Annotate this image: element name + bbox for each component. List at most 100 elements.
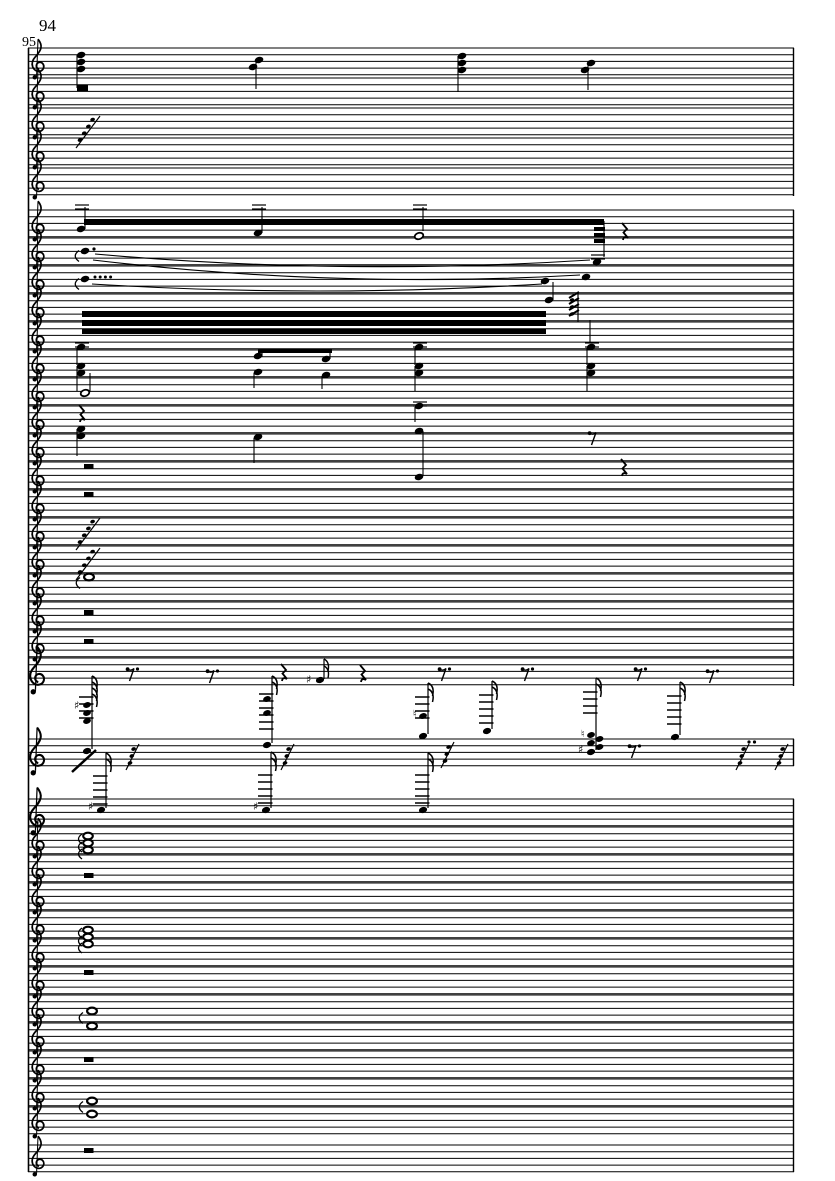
el-beam	[84, 219, 604, 225]
el-stack	[415, 752, 434, 814]
svg-text:♯: ♯	[578, 743, 583, 756]
el-note	[76, 343, 86, 365]
el-wrest	[84, 610, 94, 615]
staff	[28, 966, 794, 995]
el-beam	[82, 311, 546, 317]
el-qrest	[621, 222, 629, 241]
el-wrest	[84, 492, 94, 497]
treble-clef-icon	[31, 1097, 45, 1140]
el-stack	[259, 675, 278, 749]
el-beam	[594, 227, 605, 231]
el-qrest	[359, 664, 367, 683]
el-note	[253, 229, 263, 237]
staff	[28, 517, 794, 546]
el-half	[413, 231, 425, 241]
el-ledger2	[75, 204, 89, 210]
staff	[28, 826, 794, 855]
staff	[28, 107, 794, 136]
el-wchord	[77, 925, 94, 954]
staff	[28, 910, 794, 939]
staff	[28, 994, 794, 1023]
el-qrest	[78, 404, 86, 423]
staff	[28, 237, 794, 266]
el-note	[592, 258, 602, 266]
treble-clef-icon	[28, 726, 46, 777]
staff	[28, 47, 794, 76]
el-note	[544, 296, 554, 304]
staff	[28, 461, 794, 490]
treble-clef-icon	[31, 1135, 45, 1178]
staff	[28, 433, 794, 462]
el-slur	[91, 283, 543, 292]
el-stack	[479, 680, 498, 735]
staff	[28, 573, 794, 602]
el-beam	[594, 233, 605, 237]
el-dotrow	[93, 275, 113, 279]
el-whole	[85, 1006, 98, 1016]
treble-clef-icon	[28, 645, 46, 696]
el-whole	[85, 1096, 98, 1106]
el-slur	[92, 259, 581, 281]
el-wchord	[77, 831, 94, 860]
el-erest	[633, 667, 648, 682]
staff	[28, 349, 794, 378]
el-ledger2	[413, 204, 427, 210]
el-note	[253, 433, 263, 463]
el-note	[586, 343, 596, 365]
el-erest	[125, 667, 140, 682]
el-whole	[85, 1109, 98, 1119]
staff	[28, 854, 794, 883]
treble-clef-icon	[31, 620, 45, 663]
el-stack: ♯	[253, 751, 277, 814]
el-wrest	[84, 873, 94, 878]
treble-clef-icon	[28, 786, 46, 837]
el-erest	[520, 667, 535, 682]
el-note	[321, 371, 331, 389]
staff	[28, 938, 794, 967]
svg-text:♯: ♯	[74, 699, 79, 712]
el-chordoff	[580, 59, 596, 90]
staff	[28, 1144, 794, 1173]
el-grace4	[75, 547, 101, 581]
el-slur	[94, 253, 591, 268]
el-whole	[85, 1021, 98, 1031]
staff-lines-layer	[27, 47, 795, 1173]
el-wrest	[84, 1148, 94, 1153]
el-sharp: ♯	[306, 673, 311, 686]
staff	[28, 1078, 794, 1107]
el-stack: ♯	[88, 752, 112, 814]
el-notef	[315, 658, 330, 684]
el-qrest	[280, 663, 288, 682]
svg-text:♮: ♮	[413, 709, 417, 720]
staff	[28, 657, 794, 686]
el-tie	[75, 576, 81, 590]
staff	[28, 798, 794, 827]
el-note	[414, 402, 424, 422]
el-whole	[82, 572, 95, 582]
staff	[28, 882, 794, 911]
el-note	[540, 277, 550, 285]
staff	[28, 1022, 794, 1051]
staff	[28, 629, 794, 658]
staff	[28, 738, 794, 767]
el-note	[253, 368, 263, 388]
el-note	[414, 473, 424, 481]
el-chord	[457, 52, 467, 92]
el-ledger2	[591, 254, 605, 260]
el-wrest	[84, 1057, 94, 1062]
el-chord	[586, 362, 596, 391]
el-grace3	[440, 741, 455, 769]
staff	[28, 1050, 794, 1079]
staff	[28, 1106, 794, 1135]
staff	[28, 77, 794, 106]
el-grace4	[75, 517, 101, 551]
svg-text:♯: ♯	[88, 800, 93, 813]
el-note	[76, 225, 86, 233]
el-stack: ♮	[413, 682, 434, 740]
el-beam	[82, 329, 546, 334]
page-number-left: 95	[22, 35, 36, 50]
el-erest	[627, 744, 642, 759]
el-dot	[92, 247, 96, 251]
el-line	[71, 749, 97, 773]
